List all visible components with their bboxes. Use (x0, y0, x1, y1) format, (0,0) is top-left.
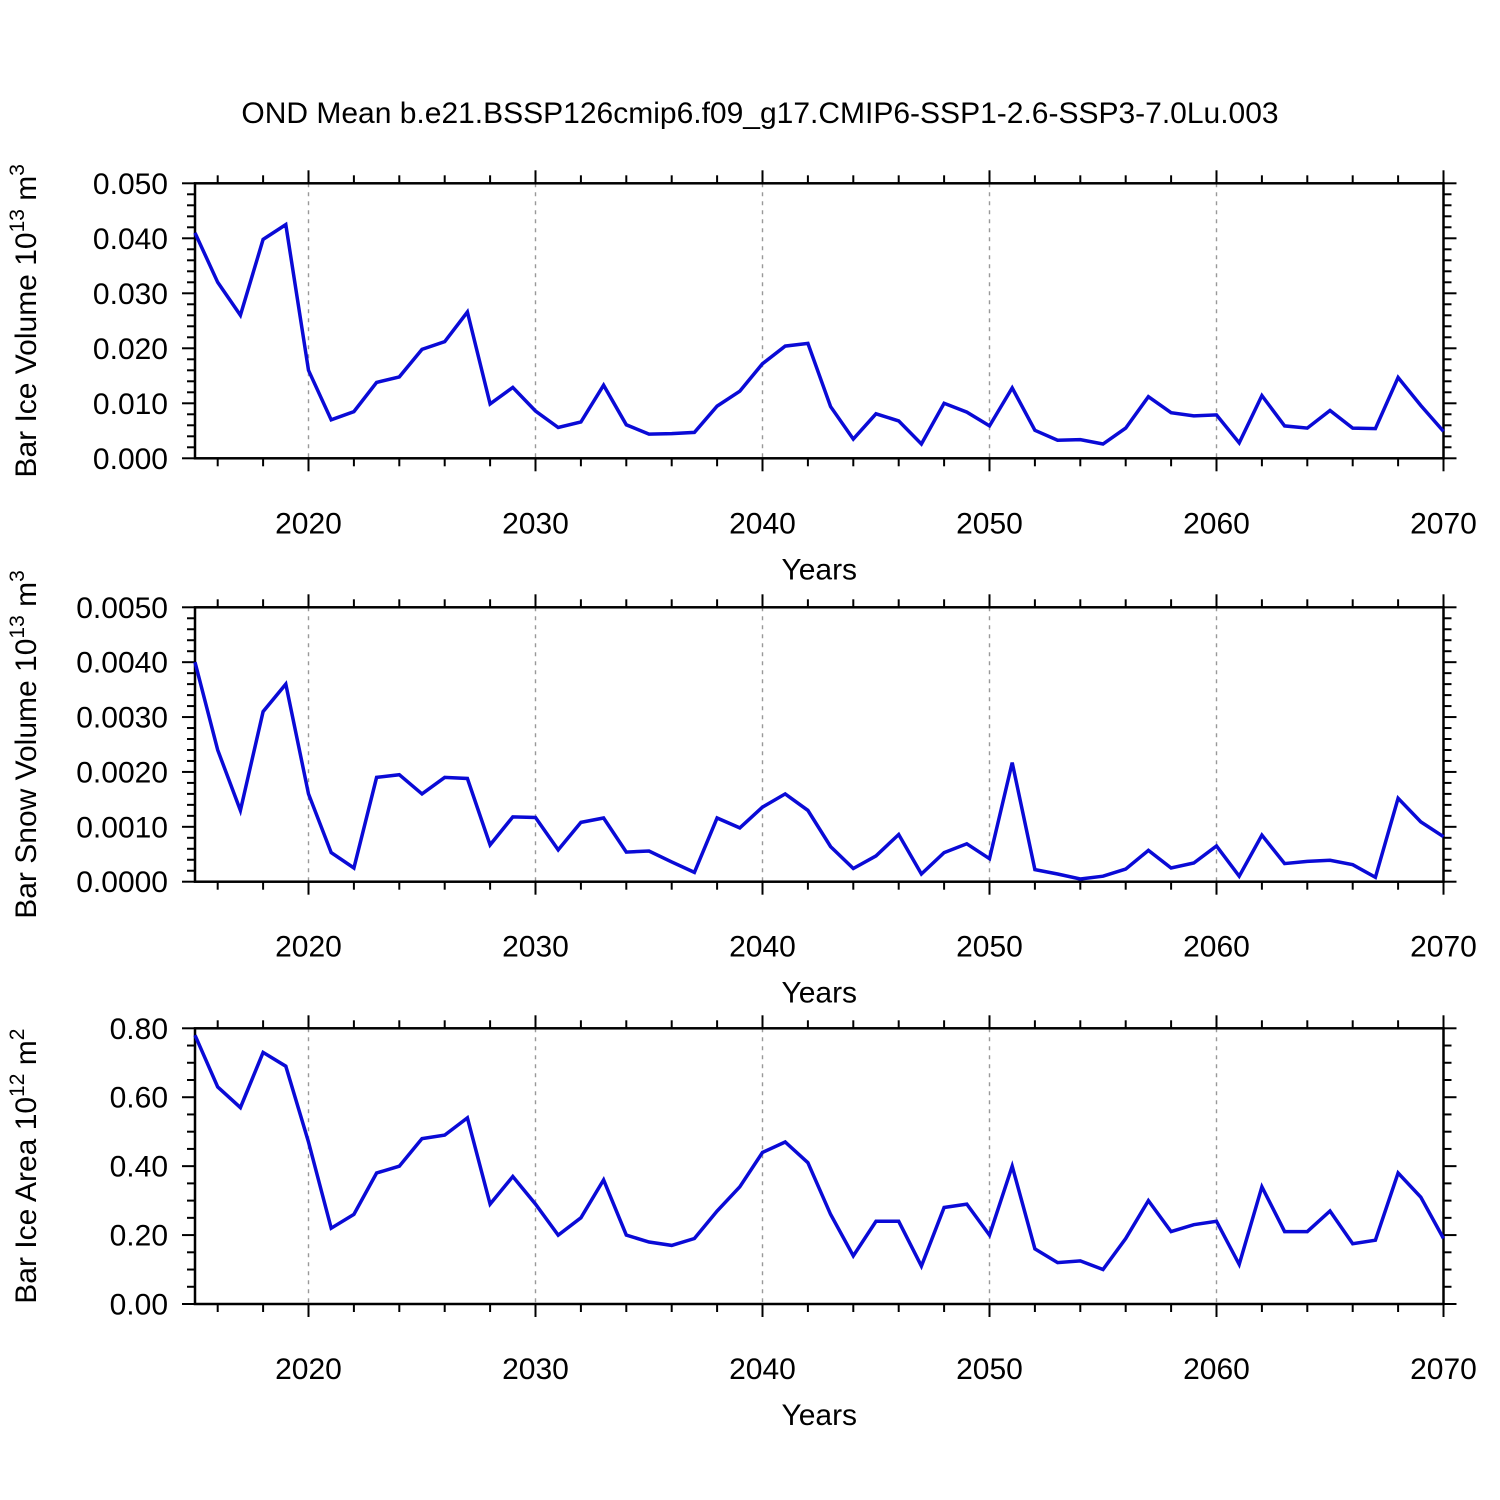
svg-text:0.60: 0.60 (110, 1082, 168, 1115)
svg-text:2060: 2060 (1183, 507, 1250, 540)
svg-text:2040: 2040 (729, 931, 796, 964)
svg-text:0.00: 0.00 (110, 1289, 168, 1322)
plot-border (193, 1027, 1445, 1306)
svg-text:2050: 2050 (956, 1353, 1023, 1386)
svg-text:2050: 2050 (956, 507, 1023, 540)
data-line (193, 661, 1445, 881)
axis-ticks (182, 170, 1457, 472)
svg-text:2060: 2060 (1183, 931, 1250, 964)
x-tick-labels: 2020 2030 2040 2050 2060 2070 (275, 931, 1477, 964)
svg-text:2040: 2040 (729, 507, 796, 540)
top-chart: 2020 2030 2040 2050 2060 20700.0000.0100.0200… (6, 164, 1477, 586)
svg-text:2030: 2030 (502, 1353, 569, 1386)
svg-text:0.050: 0.050 (93, 168, 168, 201)
svg-text:2030: 2030 (502, 931, 569, 964)
y-axis-title: Bar Ice Area 1012 m2 (6, 1029, 43, 1304)
svg-text:0.40: 0.40 (110, 1151, 168, 1184)
decade-gridlines (307, 1028, 1218, 1304)
svg-text:0.0010: 0.0010 (76, 811, 168, 844)
svg-text:0.0030: 0.0030 (76, 702, 168, 735)
svg-text:2040: 2040 (729, 1353, 796, 1386)
bottom-chart: 2020 2030 2040 2050 2060 2070 0.00 0.20 0.40 0.60… (6, 1013, 1477, 1432)
decade-gridlines (307, 607, 1218, 882)
svg-text:0.0020: 0.0020 (76, 756, 168, 789)
x-axis-title: Years (781, 977, 857, 1010)
axis-ticks (182, 1015, 1457, 1317)
svg-text:0.0040: 0.0040 (76, 647, 168, 680)
svg-text:2060: 2060 (1183, 1353, 1250, 1386)
svg-text:2030: 2030 (502, 507, 569, 540)
plot-title: OND Mean b.e21.BSSP126cmip6.f09_g17.CMIP… (241, 97, 1279, 130)
svg-text:0.000: 0.000 (93, 443, 168, 476)
plot-border (193, 606, 1445, 883)
data-line (193, 1034, 1446, 1272)
y-tick-labels: 0.000 0.010 0.020 0.030 0.040 0.050 (93, 168, 168, 476)
x-tick-labels: 2020 2030 2040 2050 2060 2070 (275, 507, 1477, 540)
svg-text:0.0000: 0.0000 (76, 866, 168, 899)
svg-text:0.030: 0.030 (93, 278, 168, 311)
svg-text:2070: 2070 (1410, 931, 1477, 964)
x-axis-title: Years (781, 1399, 857, 1432)
y-tick-labels: 0.00 0.20 0.40 0.60 0.80 (110, 1013, 168, 1322)
svg-text:0.040: 0.040 (93, 223, 168, 256)
svg-text:2020: 2020 (275, 507, 342, 540)
svg-text:0.20: 0.20 (110, 1220, 168, 1253)
svg-text:0.020: 0.020 (93, 333, 168, 366)
svg-text:2020: 2020 (275, 931, 342, 964)
svg-text:2070: 2070 (1410, 507, 1477, 540)
svg-text:0.010: 0.010 (93, 388, 168, 421)
plot-border (193, 182, 1445, 460)
axis-ticks (182, 594, 1457, 895)
svg-text:0.80: 0.80 (110, 1013, 168, 1046)
data-line (193, 221, 1445, 447)
decade-gridlines (307, 183, 1218, 459)
y-axis-title: Bar Snow Volume 1013 m3 (6, 570, 43, 919)
svg-text:2050: 2050 (956, 931, 1023, 964)
svg-text:2020: 2020 (275, 1353, 342, 1386)
y-axis-title: Bar Ice Volume 1013 m3 (6, 164, 43, 478)
x-tick-labels: 2020 2030 2040 2050 2060 2070 (275, 1353, 1477, 1386)
middle-chart: 2020 2030 2040 2050 2060 20700.00000.00100.00… (6, 570, 1477, 1009)
svg-text:2070: 2070 (1410, 1353, 1477, 1386)
y-tick-labels: 0.0000 0.0010 0.0020 0.0030 0.0040 0.0050 (76, 592, 168, 899)
svg-text:0.0050: 0.0050 (76, 592, 168, 625)
x-axis-title: Years (781, 553, 857, 586)
